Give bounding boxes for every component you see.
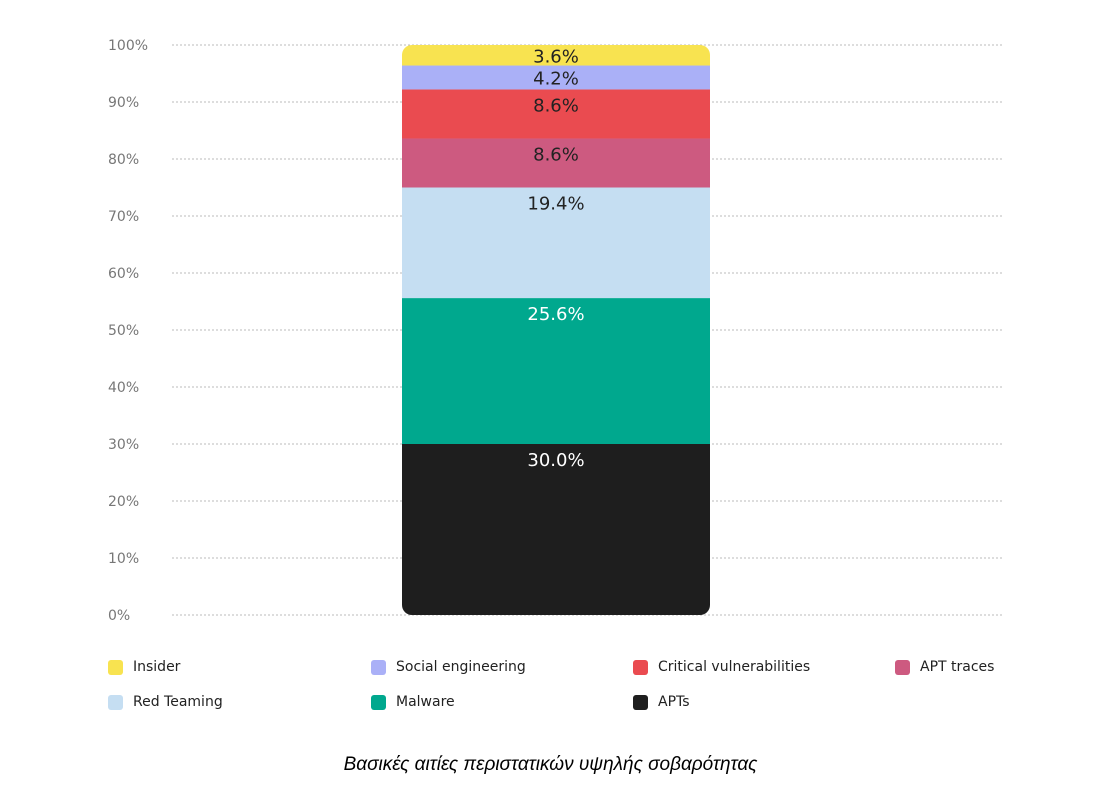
data-label-apt-traces: 8.6% <box>533 144 579 165</box>
y-tick-label: 10% <box>108 551 139 567</box>
legend-label: Insider <box>133 659 181 675</box>
y-tick-label: 0% <box>108 608 130 624</box>
y-tick-label: 20% <box>108 494 139 510</box>
stacked-bar <box>402 45 710 615</box>
data-label-malware: 25.6% <box>527 304 584 325</box>
y-tick-label: 90% <box>108 95 139 111</box>
legend-swatch <box>633 694 648 710</box>
figure-caption: Βασικές αιτίες περιστατικών υψηλής σοβαρ… <box>343 754 758 775</box>
legend-swatch <box>371 659 386 675</box>
bar-segment-critical-vulnerabilities <box>402 89 710 139</box>
legend-swatch <box>633 659 648 675</box>
legend-label: Social engineering <box>396 659 526 675</box>
data-label-red-teaming: 19.4% <box>527 194 584 215</box>
legend-label: APT traces <box>920 659 995 675</box>
bar-segment-apt-traces <box>402 138 710 188</box>
legend-swatch <box>108 694 123 710</box>
legend-swatch <box>895 659 910 675</box>
data-label-social-engineering: 4.2% <box>533 68 579 89</box>
legend-label: Red Teaming <box>133 694 223 710</box>
y-tick-label: 30% <box>108 437 139 453</box>
legend-item-apts: APTs <box>633 691 690 713</box>
y-tick-label: 100% <box>108 38 148 54</box>
y-tick-label: 70% <box>108 209 139 225</box>
bar-segment-red-teaming <box>402 187 710 299</box>
y-axis-ticks: 0% 10% 20% 30% 40% 50% 60% 70% 80% 90% 100% <box>108 38 148 624</box>
data-label-insider: 3.6% <box>533 46 579 67</box>
legend-label: Critical vulnerabilities <box>658 659 811 675</box>
legend-item-critical-vulnerabilities: Critical vulnerabilities <box>633 656 810 678</box>
bar-segment-apts <box>402 444 710 615</box>
bar-segment-insider <box>402 45 710 66</box>
y-tick-label: 50% <box>108 323 139 339</box>
y-tick-label: 60% <box>108 266 139 282</box>
legend-swatch <box>108 659 123 675</box>
segment-labels: 30.0% 25.6% 19.4% 8.6% 8.6% 4.2%3.6% <box>527 46 584 471</box>
y-tick-label: 80% <box>108 152 139 168</box>
bar-segment-social-engineering <box>402 65 710 90</box>
legend-item-social-engineering: Social engineering <box>371 656 526 678</box>
data-label-critical-vulnerabilities: 8.6% <box>533 95 579 116</box>
bar-segment-malware <box>402 298 710 444</box>
data-label-apts: 30.0% <box>527 450 584 471</box>
legend-item-apt-traces: APT traces <box>895 656 994 678</box>
legend-swatch <box>371 694 386 710</box>
legend: Insider Social engineering Critical vulner… <box>108 656 1008 716</box>
y-tick-label: 40% <box>108 380 139 396</box>
chart: 0% 10% 20% 30% 40% 50% 60% 70% 80% 90% 100% 30.0% 2… <box>108 38 1002 624</box>
legend-label: Malware <box>396 694 455 710</box>
legend-label: APTs <box>658 694 690 710</box>
legend-item-red-teaming: Red Teaming <box>108 691 223 713</box>
legend-item-insider: Insider <box>108 656 180 678</box>
legend-item-malware: Malware <box>371 691 455 713</box>
